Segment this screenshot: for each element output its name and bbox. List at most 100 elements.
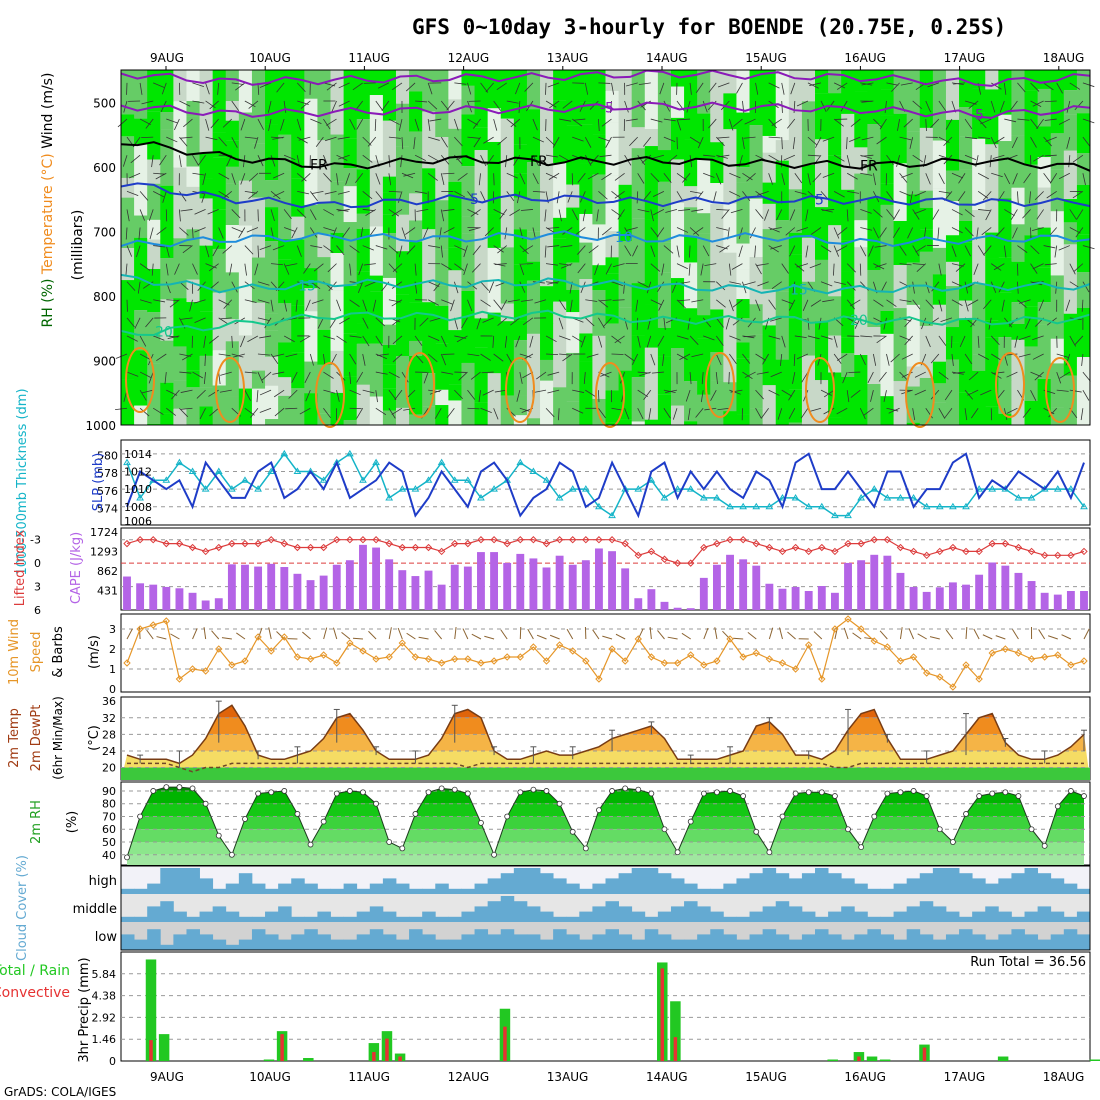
cloud-cell [291, 934, 305, 950]
wind-barb [545, 82, 547, 95]
wind-barb [836, 82, 848, 90]
wind-barb [743, 335, 756, 338]
rh-point [687, 818, 694, 825]
rh-cell [553, 323, 567, 388]
rh-cell [199, 245, 214, 312]
rh-cell [1076, 307, 1091, 358]
precip-tick-label: 0 [109, 1055, 116, 1068]
top-date-label: 16AUG [844, 51, 886, 65]
wind-barb [375, 371, 388, 375]
rh-cell [134, 215, 148, 238]
wind-barb [311, 299, 324, 304]
rh-cell [631, 335, 646, 378]
cape-bar [306, 580, 315, 610]
cloud-cell [657, 911, 672, 922]
wind-barb [375, 245, 388, 250]
wind-barb [125, 263, 128, 276]
wind-barb [547, 227, 560, 229]
cape-bar [752, 565, 761, 610]
temp-tick-label: 28 [102, 728, 116, 741]
cloud-cell [815, 929, 829, 950]
rh-cell [304, 361, 318, 394]
lifted-index-point [909, 547, 918, 556]
isotherm-label: -5 [970, 108, 984, 124]
wind-barb [1017, 191, 1019, 204]
cloud-cell [317, 888, 331, 894]
wind-barb [388, 118, 400, 125]
wind-barb [632, 245, 639, 257]
lifted-index-point [201, 547, 210, 556]
wind-barb [715, 335, 724, 346]
precip-total-bar [1089, 1059, 1100, 1061]
wind-barb [903, 118, 913, 128]
cloud-cell [762, 929, 777, 950]
rh-cell [1037, 324, 1052, 379]
thickness-point [267, 467, 276, 474]
rh-cell [553, 387, 567, 425]
wind-barb [375, 173, 381, 185]
wind-speed-point [1067, 661, 1075, 669]
wind-barb [273, 389, 285, 398]
wind-barb [414, 353, 424, 364]
wind-barb [309, 227, 318, 238]
rh-cell [880, 204, 895, 266]
slp-tick-label: 1010 [124, 483, 152, 496]
lifted-index-point [949, 543, 957, 552]
bottom-date-label: 17AUG [944, 1070, 986, 1084]
wind-speed-point [1027, 655, 1036, 663]
rh-cell [238, 388, 253, 425]
wind-barb [128, 172, 141, 179]
wind-barb-10m [454, 627, 457, 640]
wind-barb [257, 353, 270, 356]
wind-barb [392, 263, 403, 272]
wind-speed-point [215, 645, 223, 653]
top-date-label: 12AUG [448, 51, 490, 65]
wind-barb [483, 136, 494, 144]
wind-barb [247, 335, 259, 343]
isotherm-label: FR [860, 158, 878, 174]
rh-cell [395, 214, 410, 252]
cape-bar [280, 567, 289, 610]
rh-cell [775, 244, 790, 292]
wind-barb [715, 353, 722, 366]
rh-cell [998, 413, 1012, 425]
rh-cell [670, 70, 685, 87]
wind-barb [283, 209, 292, 220]
wind-barb [792, 281, 796, 294]
wind-barb [1056, 353, 1069, 358]
wind-barb [244, 136, 257, 139]
wind-barb [833, 335, 838, 348]
wind-barb [429, 317, 442, 322]
cape-bar [437, 584, 446, 610]
cloud-cell [736, 878, 750, 894]
wind-barb [181, 353, 193, 361]
rh-cell [461, 233, 476, 291]
wind-barb [375, 353, 387, 360]
wind-barb-10m [779, 627, 783, 640]
wind-barb [770, 317, 782, 322]
thickness-point [293, 467, 302, 474]
wind-speed-point [1080, 657, 1088, 665]
wind-barb [768, 82, 780, 89]
lifted-index-point [569, 536, 577, 544]
rh-cell [382, 176, 397, 193]
cloud-cell [487, 934, 502, 950]
rh-cell [566, 125, 580, 185]
wind-barb [1036, 209, 1044, 220]
wind-barb [510, 118, 521, 128]
rh-cell [513, 320, 528, 341]
rh-point [582, 845, 589, 852]
wind-speed-point [254, 633, 262, 641]
wind-barb [1014, 335, 1018, 348]
wind-barb [822, 209, 835, 211]
wind-barb [792, 137, 796, 150]
rh-cell [605, 390, 620, 423]
lifted-index-point [857, 539, 865, 548]
temp-tick-label: 24 [102, 745, 116, 758]
wind-barb [847, 190, 860, 194]
wind-barb [849, 136, 861, 142]
wind-barb [244, 263, 247, 276]
cloud-cell [265, 888, 279, 894]
cloud-cell [251, 929, 266, 950]
rh-cell [186, 229, 201, 280]
